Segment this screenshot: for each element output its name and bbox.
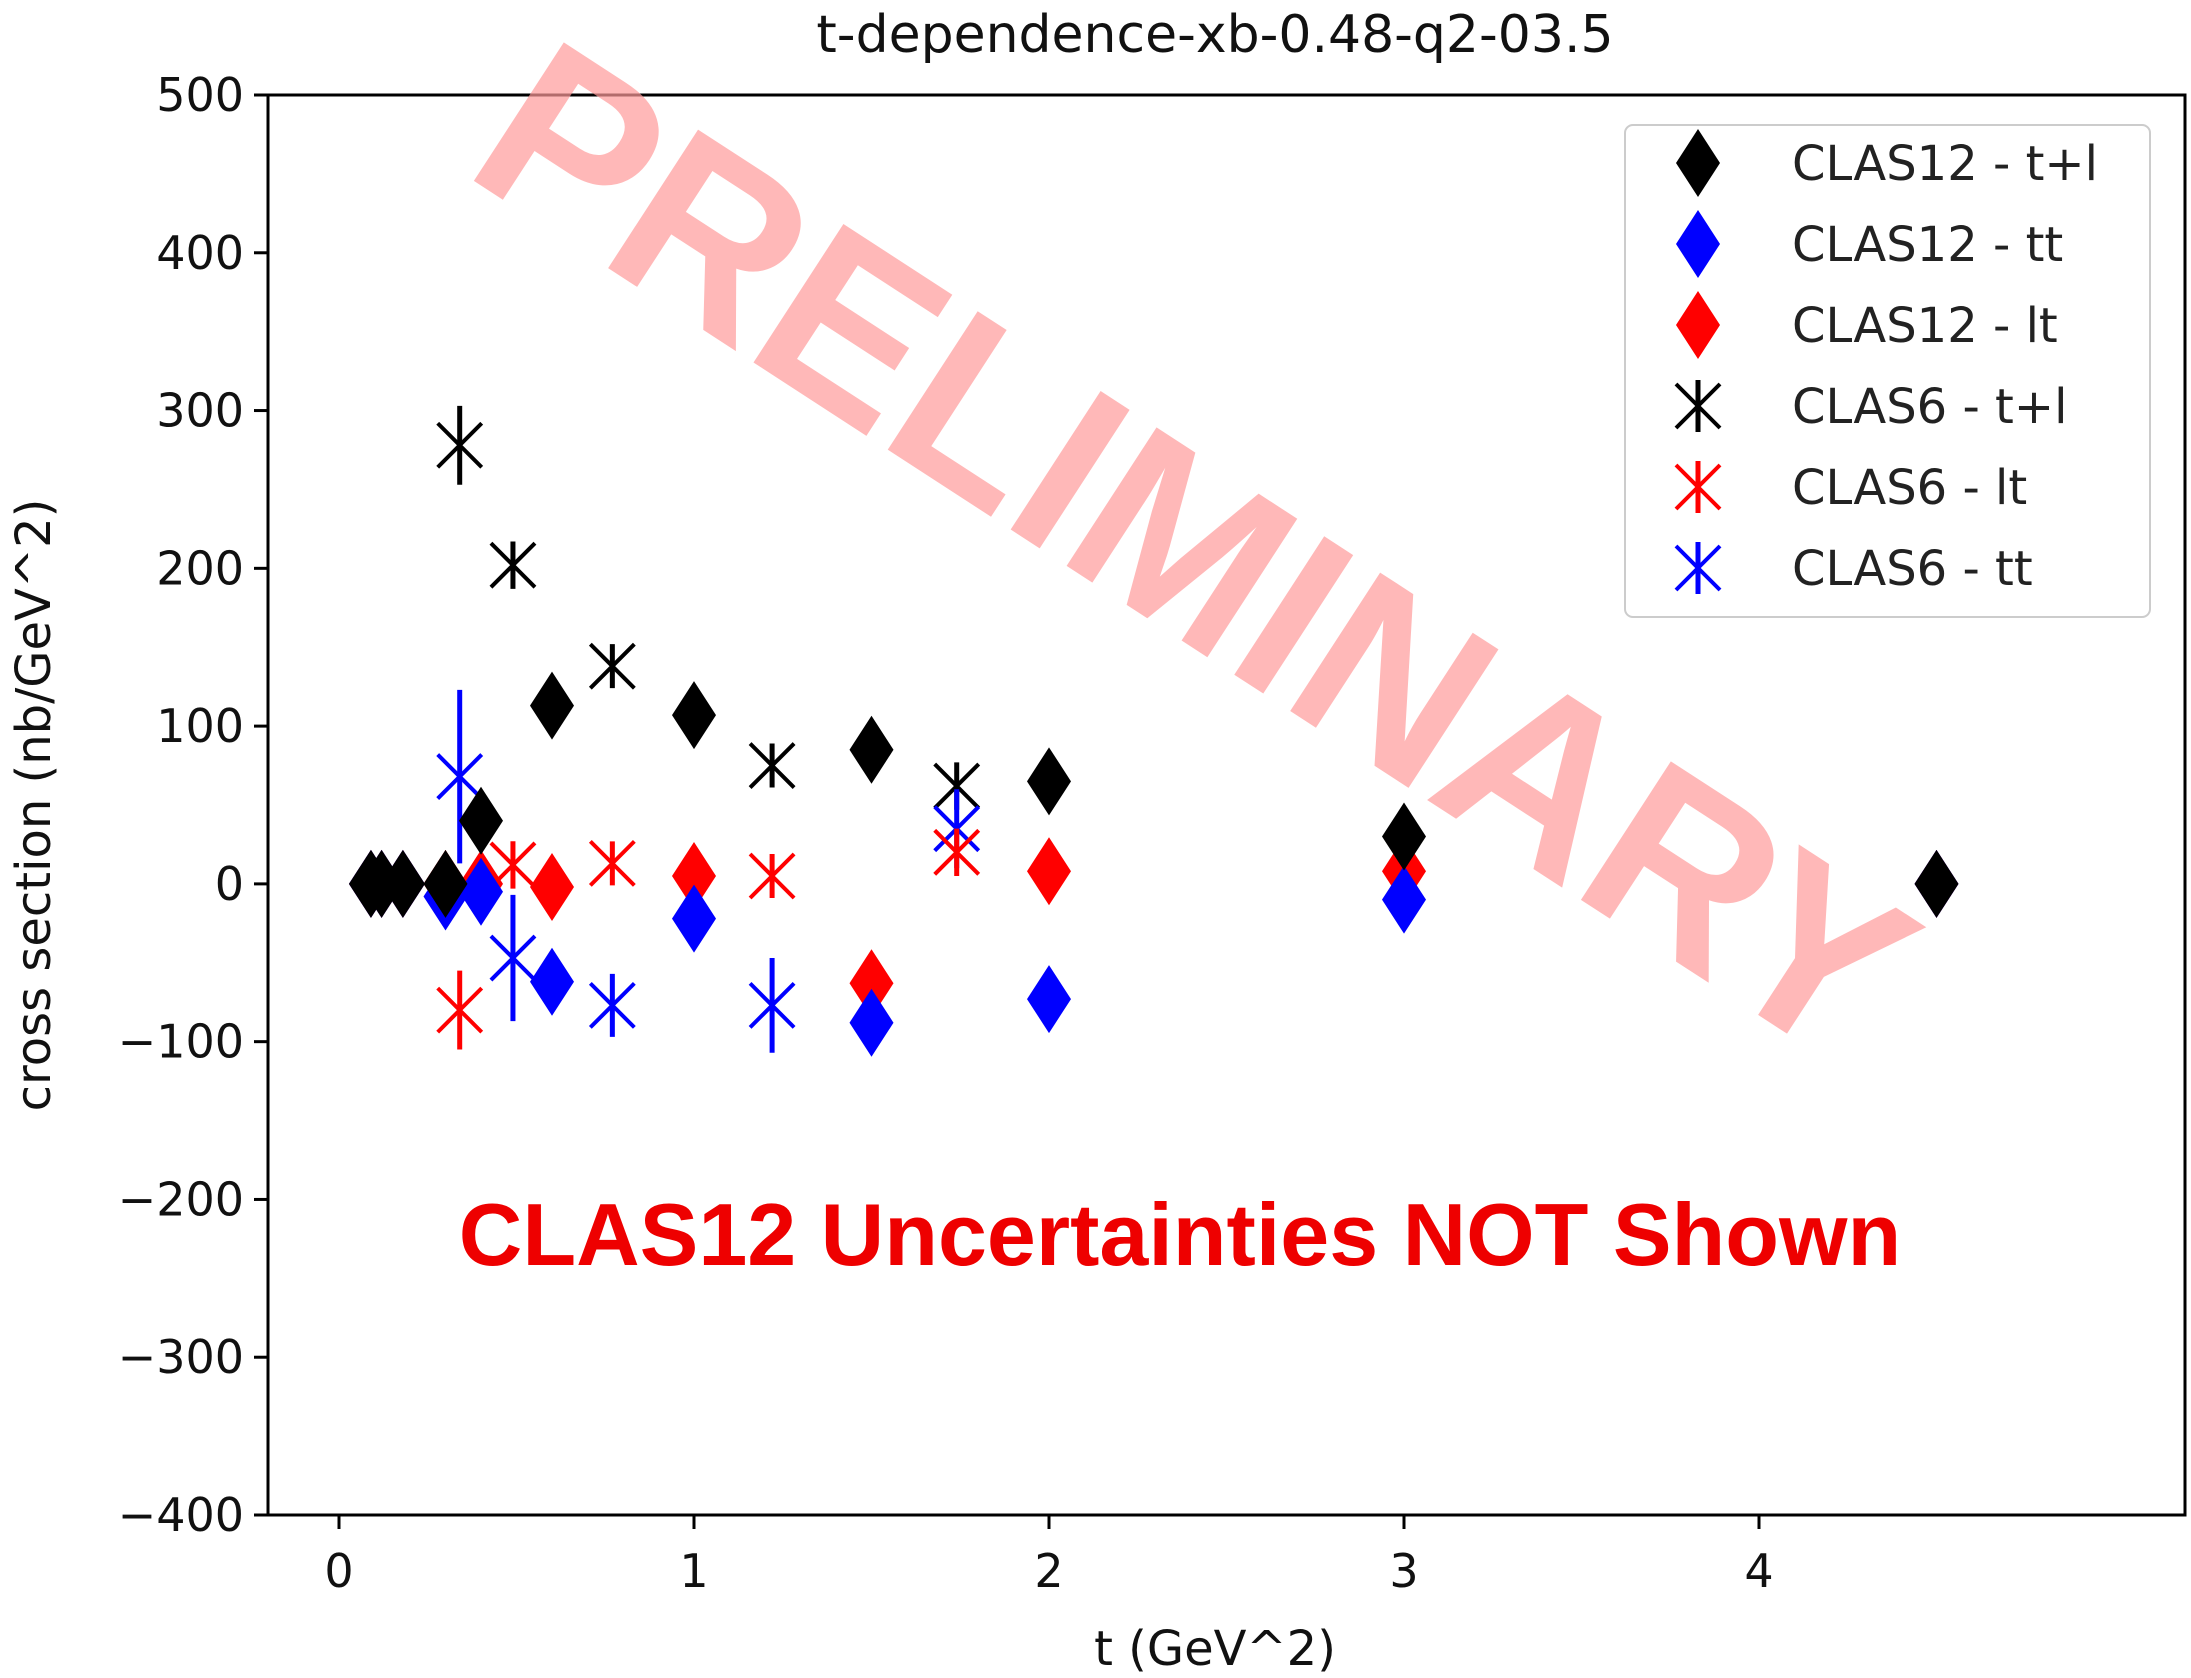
data-point-diamond	[672, 842, 716, 910]
y-tick-label: −400	[118, 1488, 244, 1542]
uncertainty-note: CLAS12 Uncertainties NOT Shown	[459, 1185, 1901, 1284]
legend-label: CLAS12 - t+l	[1792, 136, 2098, 192]
data-point-diamond	[1027, 837, 1071, 906]
data-point-x	[588, 642, 636, 690]
data-point-x	[436, 405, 484, 485]
legend-box	[1624, 124, 2151, 618]
data-point-diamond	[530, 671, 574, 740]
data-point-diamond	[530, 947, 574, 1016]
legend-label: CLAS6 - lt	[1792, 460, 2027, 516]
y-tick-label: −100	[118, 1015, 244, 1069]
y-tick-label: 300	[156, 384, 244, 438]
data-point-x	[588, 839, 636, 887]
legend-label: CLAS12 - tt	[1792, 217, 2063, 273]
data-point-diamond	[672, 884, 716, 953]
data-point-diamond	[849, 949, 894, 1018]
data-point-x	[588, 973, 636, 1037]
plot-frame	[266, 93, 2187, 1517]
data-point-x	[436, 689, 484, 864]
data-layer	[348, 405, 1959, 1057]
data-point-diamond	[672, 681, 716, 750]
data-point-diamond	[530, 853, 574, 922]
series-4	[436, 828, 981, 1050]
x-tick-label: 3	[1389, 1544, 1418, 1598]
x-tick-label: 4	[1744, 1544, 1773, 1598]
legend-label: CLAS6 - t+l	[1792, 379, 2067, 435]
data-point-x	[748, 742, 796, 789]
data-point-diamond	[1914, 849, 1959, 918]
x-tick-label: 0	[324, 1544, 353, 1598]
data-point-x	[933, 828, 981, 876]
series-0	[348, 671, 1959, 918]
series-5	[436, 689, 981, 1053]
data-point-diamond	[380, 849, 425, 918]
data-point-x	[489, 894, 537, 1022]
y-tick-label: 100	[156, 699, 244, 753]
legend: CLAS12 - t+l CLAS12 - tt CLAS12 - lt CLAS6 …	[1624, 124, 2151, 618]
y-tick-label: −200	[118, 1172, 244, 1226]
legend-marker	[1674, 380, 1722, 432]
data-point-diamond	[1027, 747, 1071, 816]
y-tick-label: −300	[118, 1330, 244, 1384]
data-point-diamond	[459, 786, 503, 855]
legend-marker	[1674, 461, 1722, 513]
x-tick-label: 1	[679, 1544, 708, 1598]
y-tick-label: 400	[156, 226, 244, 280]
y-tick-label: 0	[215, 857, 244, 911]
x-tick-label: 2	[1034, 1544, 1063, 1598]
data-point-x	[436, 970, 484, 1050]
chart-title: t-dependence-xb-0.48-q2-03.5	[816, 5, 1613, 65]
data-point-diamond	[423, 849, 468, 918]
legend-marker	[1676, 210, 1720, 278]
legend-label: CLAS12 - lt	[1792, 298, 2058, 354]
data-point-diamond	[459, 857, 503, 926]
data-point-diamond	[1382, 865, 1426, 934]
data-point-diamond	[849, 988, 894, 1057]
data-point-x	[748, 852, 796, 900]
data-point-x	[489, 541, 537, 589]
y-axis-label: cross section (nb/GeV^2)	[6, 499, 62, 1112]
legend-marker	[1676, 291, 1720, 359]
legend-label: CLAS6 - tt	[1792, 541, 2033, 597]
data-point-diamond	[1027, 965, 1071, 1034]
series-3	[436, 405, 981, 810]
y-tick-label: 200	[156, 541, 244, 595]
data-point-x	[748, 958, 796, 1053]
x-axis: 0 1 2 3 4	[324, 1515, 1774, 1598]
legend-marker	[1676, 129, 1720, 197]
legend-marker	[1674, 542, 1722, 594]
x-axis-label: t (GeV^2)	[1094, 1621, 1336, 1677]
y-tick-label: 500	[156, 68, 244, 122]
y-axis: 500 400 300 200 100 0 −100 −200 −300 −400	[118, 68, 268, 1542]
data-point-diamond	[849, 715, 894, 784]
data-point-diamond	[1382, 802, 1426, 871]
